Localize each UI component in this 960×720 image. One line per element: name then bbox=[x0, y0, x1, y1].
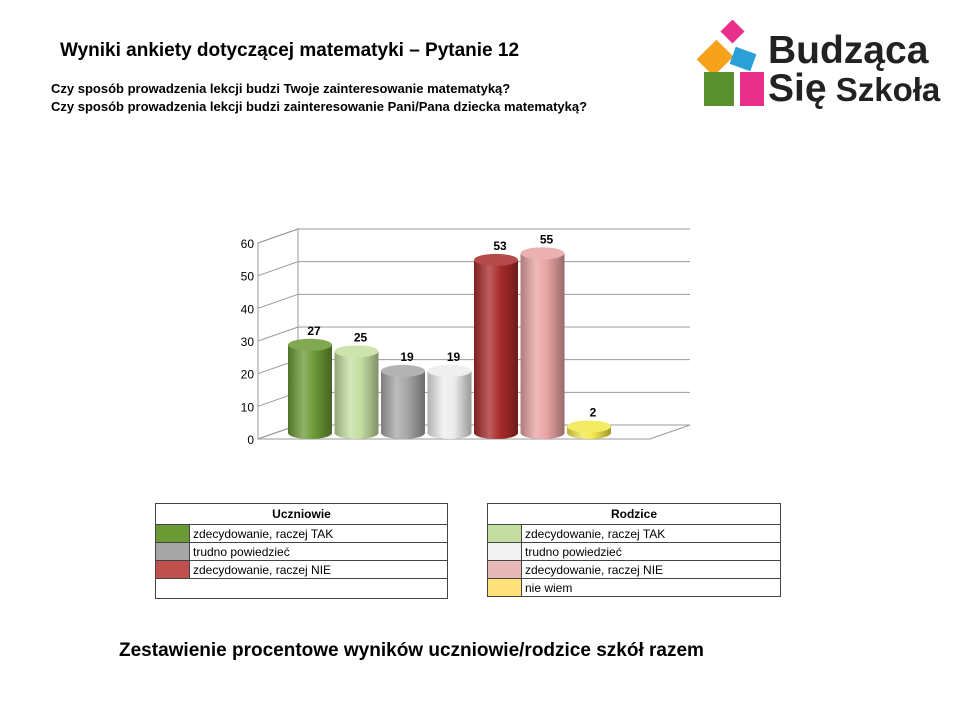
logo-word-szkola: Szkoła bbox=[835, 71, 941, 108]
legend-row: zdecydowanie, raczej NIE bbox=[155, 560, 448, 579]
bar bbox=[427, 364, 472, 439]
legend-swatch bbox=[487, 524, 522, 543]
logo-line-2: Się Szkoła bbox=[768, 68, 940, 111]
data-label: 25 bbox=[354, 330, 368, 344]
bar-body bbox=[288, 344, 332, 439]
bar-chart: 0 10 20 30 40 50 60 27 25 19 19 53 55 2 bbox=[241, 228, 691, 447]
bar bbox=[567, 420, 611, 439]
logo-line-1: Budząca bbox=[768, 29, 929, 72]
legend-row: zdecydowanie, raczej NIE bbox=[487, 560, 781, 579]
logo-text: Budząca Się Szkoła bbox=[768, 30, 940, 111]
bar-top bbox=[288, 338, 332, 351]
bar-body bbox=[520, 253, 565, 439]
data-label: 2 bbox=[590, 405, 597, 419]
y-tick-label: 0 bbox=[247, 433, 254, 447]
legend-label: zdecydowanie, raczej TAK bbox=[521, 524, 781, 543]
bar-top bbox=[427, 364, 472, 377]
legend-row: trudno powiedzieć bbox=[155, 542, 448, 561]
legend-swatch bbox=[155, 560, 190, 579]
bar-body bbox=[474, 259, 518, 439]
bar bbox=[520, 247, 565, 439]
y-tick-label: 50 bbox=[241, 270, 255, 284]
legend-row: zdecydowanie, raczej TAK bbox=[487, 524, 781, 543]
data-label: 53 bbox=[493, 239, 507, 253]
data-label: 55 bbox=[540, 232, 554, 246]
bar-body bbox=[381, 370, 425, 439]
logo: Budząca Się Szkoła bbox=[696, 19, 946, 112]
legend-label: zdecydowanie, raczej NIE bbox=[521, 560, 781, 579]
legend-students-header: Uczniowie bbox=[155, 503, 448, 525]
bar bbox=[474, 253, 518, 439]
legend-swatch bbox=[155, 542, 190, 561]
bar-body bbox=[427, 370, 472, 439]
legend-label: zdecydowanie, raczej NIE bbox=[189, 560, 448, 579]
legend-row: zdecydowanie, raczej TAK bbox=[155, 524, 448, 543]
legend-label: zdecydowanie, raczej TAK bbox=[189, 524, 448, 543]
legend-swatch bbox=[155, 524, 190, 543]
legend-swatch bbox=[487, 542, 522, 561]
data-label: 19 bbox=[447, 350, 461, 364]
data-label: 19 bbox=[400, 350, 414, 364]
legend-row: trudno powiedzieć bbox=[487, 542, 781, 561]
logo-mark-icon bbox=[696, 19, 764, 106]
y-tick-label: 60 bbox=[241, 237, 255, 251]
bar-top bbox=[520, 247, 565, 260]
legend-row: nie wiem bbox=[487, 578, 781, 597]
bar-top bbox=[334, 345, 379, 358]
legend-parents-header: Rodzice bbox=[487, 503, 781, 525]
data-label: 27 bbox=[307, 324, 321, 338]
legend-swatch bbox=[487, 560, 522, 579]
bar-top bbox=[567, 420, 611, 433]
legend-row-empty bbox=[155, 578, 448, 599]
question-parents: Czy sposób prowadzenia lekcji budzi zain… bbox=[51, 99, 588, 114]
logo-word-sie: Się bbox=[768, 67, 827, 110]
question-students: Czy sposób prowadzenia lekcji budzi Twoj… bbox=[51, 81, 511, 96]
y-tick-label: 20 bbox=[241, 368, 255, 382]
legend-swatch bbox=[487, 578, 522, 597]
footer-caption: Zestawienie procentowe wyników uczniowie… bbox=[119, 640, 704, 661]
page-title: Wyniki ankiety dotyczącej matematyki – P… bbox=[60, 40, 520, 61]
bar-top bbox=[381, 364, 425, 377]
gridline bbox=[257, 228, 690, 244]
y-tick-label: 10 bbox=[241, 400, 255, 414]
legend-label: nie wiem bbox=[521, 578, 781, 597]
y-tick-label: 30 bbox=[241, 335, 255, 349]
bar-body bbox=[334, 351, 379, 439]
legend-students: Uczniowie zdecydowanie, raczej TAK trudn… bbox=[155, 503, 448, 599]
bar bbox=[288, 338, 332, 439]
y-tick-label: 40 bbox=[241, 302, 255, 316]
legend-label: trudno powiedzieć bbox=[521, 542, 781, 561]
bar bbox=[334, 345, 379, 439]
bar-top bbox=[474, 253, 518, 266]
legend-parents: Rodzice zdecydowanie, raczej TAK trudno … bbox=[487, 503, 781, 597]
bar bbox=[381, 364, 425, 439]
legend-label: trudno powiedzieć bbox=[189, 542, 448, 561]
